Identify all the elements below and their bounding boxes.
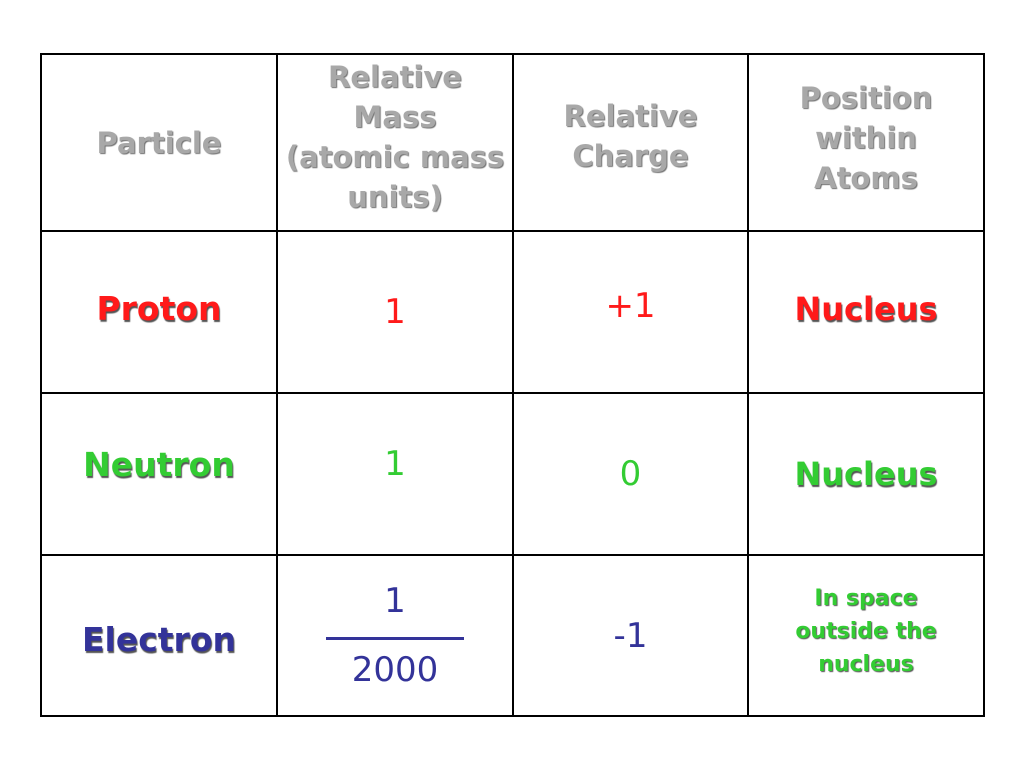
charge-value-electron: -1 (613, 615, 648, 656)
header-position-line: Atoms (814, 160, 918, 195)
position-line: In space (814, 586, 918, 611)
particle-name-proton: Proton (96, 288, 222, 328)
header-relative-charge: Relative Charge (514, 55, 749, 232)
particle-name-electron: Electron (81, 620, 236, 659)
header-charge-line: Charge (572, 138, 689, 173)
mass-value-proton: 1 (384, 292, 406, 332)
position-value-proton: Nucleus (794, 290, 938, 328)
header-particle-label: Particle (96, 125, 222, 160)
mass-value-neutron: 1 (384, 444, 406, 484)
header-mass-line: Mass (353, 99, 437, 134)
position-value-neutron: Nucleus (794, 455, 938, 493)
position-line: outside the (795, 619, 937, 644)
header-position-line: within (815, 120, 917, 155)
header-particle: Particle (42, 55, 278, 232)
header-charge-line: Relative (563, 98, 698, 133)
table-row-proton-position: Nucleus (749, 232, 985, 394)
table-row-proton-charge: +1 (514, 232, 749, 394)
header-mass-line: Relative (328, 59, 462, 94)
fraction-denominator: 2000 (351, 650, 439, 690)
header-mass-line: (atomic mass (285, 139, 505, 174)
table-row-electron-particle: Electron (42, 556, 278, 717)
position-value-electron: In space outside the nucleus (795, 582, 936, 681)
table-row-electron-mass: 1 2000 (278, 556, 514, 717)
table-row-neutron-charge: 0 (514, 394, 749, 556)
header-position-line: Position (799, 80, 933, 115)
particle-table: Particle Relative Mass (atomic mass unit… (40, 53, 985, 717)
header-position: Position within Atoms (749, 55, 985, 232)
table-row-electron-position: In space outside the nucleus (749, 556, 985, 717)
header-relative-mass: Relative Mass (atomic mass units) (278, 55, 514, 232)
table-row-neutron-mass: 1 (278, 394, 514, 556)
fraction-bar (326, 637, 464, 640)
mass-fraction-electron: 1 2000 (326, 581, 464, 690)
header-mass-line: units) (347, 179, 443, 214)
charge-value-neutron: 0 (619, 454, 642, 494)
table-row-proton-mass: 1 (278, 232, 514, 394)
table-row-neutron-particle: Neutron (42, 394, 278, 556)
table-row-electron-charge: -1 (514, 556, 749, 717)
fraction-numerator: 1 (384, 581, 406, 621)
position-line: nucleus (818, 652, 914, 677)
table-row-neutron-position: Nucleus (749, 394, 985, 556)
charge-value-proton: +1 (605, 286, 656, 326)
table-row-proton-particle: Proton (42, 232, 278, 394)
particle-name-neutron: Neutron (83, 444, 235, 484)
